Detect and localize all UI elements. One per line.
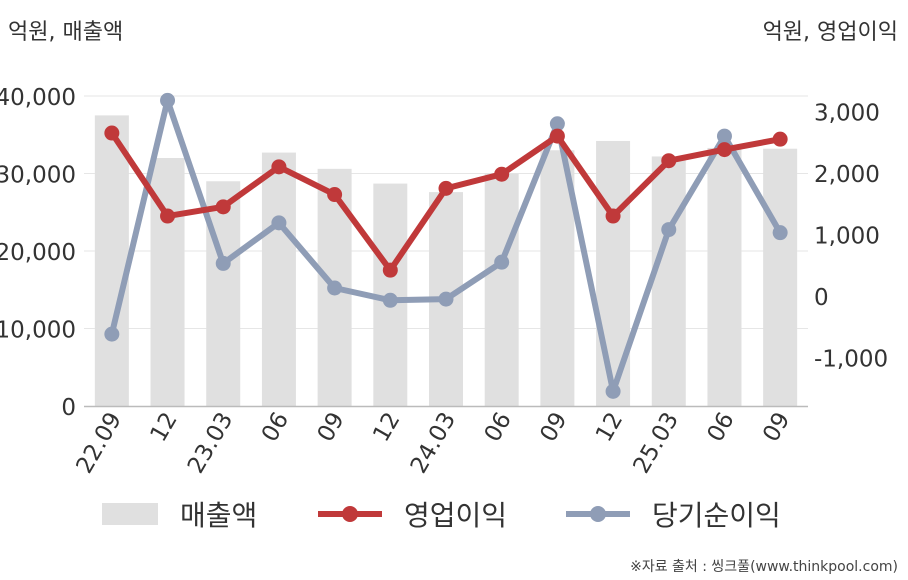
point-net-income <box>549 116 565 132</box>
legend-item-operating-profit: 영업이익 <box>318 492 507 536</box>
bar-sales <box>261 152 296 406</box>
legend-operating-profit-label: 영업이익 <box>404 499 508 532</box>
point-net-income <box>215 255 231 271</box>
point-operating-profit <box>382 262 398 278</box>
bar-sales <box>540 150 575 406</box>
x-axis-tick-label: 22.09 <box>72 408 127 478</box>
legend-operating-profit-swatch <box>318 506 382 522</box>
point-operating-profit <box>494 166 510 182</box>
combo-chart: 0 10,000 20,000 30,000 40,000 -1,000 0 1,000 2,0… <box>0 85 888 478</box>
point-net-income <box>104 326 120 342</box>
x-axis-tick-label: 06 <box>703 408 740 446</box>
x-axis-tick-label: 09 <box>535 408 572 446</box>
bar-sales <box>94 115 129 406</box>
source-note: ※자료 출처 : 씽크풀(www.thinkpool.com) <box>630 559 898 575</box>
left-axis-tick-label: 0 <box>61 395 76 421</box>
x-axis-tick-label: 06 <box>257 408 294 446</box>
point-operating-profit <box>160 208 176 224</box>
right-axis-tick-label: 3,000 <box>814 101 880 127</box>
bar-sales <box>763 148 798 406</box>
legend-item-net-income: 당기순이익 <box>566 492 781 536</box>
right-axis-tick-label: 2,000 <box>814 162 880 188</box>
x-axis-tick-label: 24.03 <box>406 408 461 478</box>
point-operating-profit <box>215 199 231 215</box>
x-axis-tick-label: 09 <box>313 408 350 446</box>
x-axis-tick-label: 12 <box>368 408 405 446</box>
point-net-income <box>271 215 287 231</box>
point-operating-profit <box>327 187 343 203</box>
legend-item-sales: 매출액 <box>102 492 257 536</box>
point-operating-profit <box>605 208 621 224</box>
left-axis-tick-label: 40,000 <box>0 85 76 111</box>
point-net-income <box>494 254 510 270</box>
legend-sales-label: 매출액 <box>180 499 258 532</box>
bar-sales <box>206 181 241 406</box>
left-axis-tick-label: 30,000 <box>0 163 76 189</box>
left-axis-unit: 억원, 매출액 <box>8 20 124 45</box>
point-operating-profit <box>438 180 454 196</box>
point-operating-profit <box>549 128 565 144</box>
legend-net-income-label: 당기순이익 <box>652 499 781 532</box>
point-net-income <box>661 222 677 238</box>
point-operating-profit <box>716 142 732 158</box>
x-axis-tick-label: 06 <box>480 408 517 446</box>
point-net-income <box>160 92 176 108</box>
right-axis-unit: 억원, 영업이익 <box>762 20 898 45</box>
x-axis-tick-label: 23.03 <box>183 408 238 478</box>
point-net-income <box>438 291 454 307</box>
x-axis-tick-label: 09 <box>758 408 795 446</box>
x-axis-tick-label: 12 <box>591 408 628 446</box>
point-net-income <box>772 225 788 241</box>
legend-sales-swatch <box>102 503 158 525</box>
right-axis-tick-label: -1,000 <box>814 347 888 373</box>
bar-sales <box>484 173 519 406</box>
x-axis-tick-label: 25.03 <box>629 408 684 478</box>
point-operating-profit <box>772 131 788 147</box>
bar-sales <box>596 140 631 406</box>
point-net-income <box>382 292 398 308</box>
point-operating-profit <box>661 153 677 169</box>
bar-sales <box>651 156 686 406</box>
left-axis-tick-label: 20,000 <box>0 240 76 266</box>
point-operating-profit <box>271 159 287 175</box>
right-axis-tick-label: 0 <box>814 285 829 311</box>
point-operating-profit <box>104 125 120 141</box>
legend-net-income-swatch <box>566 506 630 522</box>
bar-sales <box>707 147 742 407</box>
right-axis-tick-label: 1,000 <box>814 224 880 250</box>
point-net-income <box>327 280 343 296</box>
point-net-income <box>716 128 732 144</box>
x-axis-tick-label: 12 <box>146 408 183 446</box>
point-net-income <box>605 383 621 399</box>
left-axis-tick-label: 10,000 <box>0 318 76 344</box>
